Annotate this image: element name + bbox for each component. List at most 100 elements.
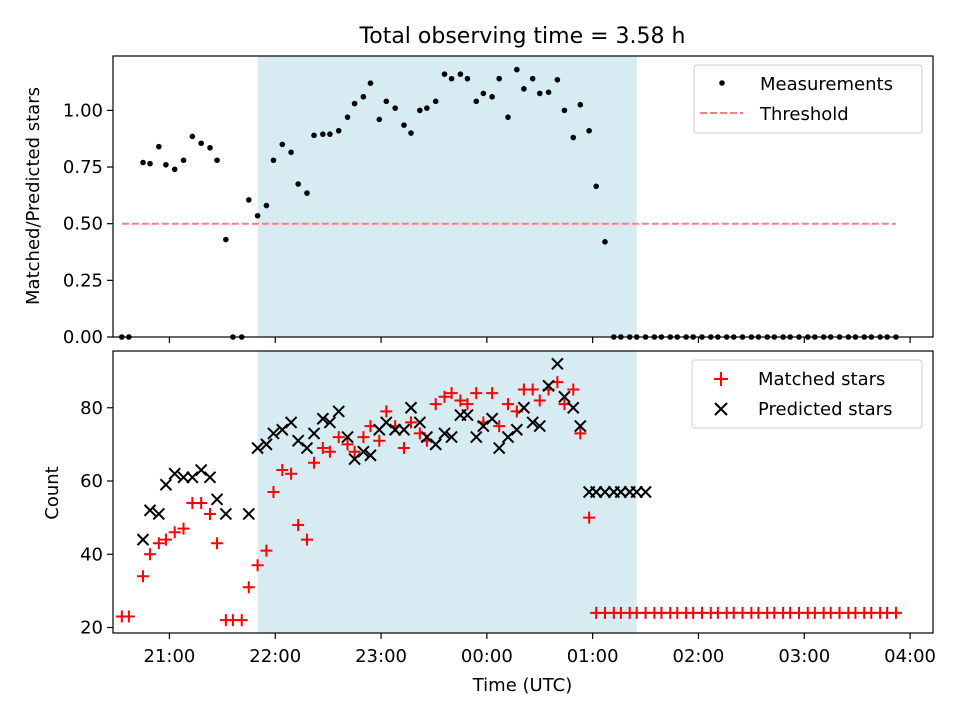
predicted-stars-point	[477, 419, 490, 433]
predicted-stars-point	[194, 463, 208, 477]
measurements-point	[376, 116, 383, 123]
legend-predicted-label: Predicted stars	[758, 399, 892, 420]
observing-window-shade	[257, 351, 637, 633]
matched-stars-point	[211, 537, 224, 550]
y-tick-label: 60	[80, 471, 103, 492]
legend-measurements-label: Measurements	[760, 74, 893, 95]
predicted-stars-point	[168, 467, 181, 480]
measurements-point	[448, 75, 455, 82]
predicted-stars-point	[542, 379, 555, 392]
measurements-point	[344, 114, 351, 120]
measurements-point	[171, 166, 178, 173]
matched-stars-point	[526, 383, 539, 396]
matched-stars-point	[276, 464, 289, 477]
x-tick-label: 02:00	[673, 646, 725, 667]
matched-stars-point	[493, 420, 506, 433]
measurements-point	[367, 80, 374, 86]
measurements-point	[360, 93, 367, 100]
bottom-y-axis-label: Count	[42, 466, 63, 519]
predicted-stars-point	[143, 504, 157, 517]
matched-stars-point	[567, 383, 580, 396]
matched-stars-point	[251, 559, 264, 572]
legend-matched-label: Matched stars	[758, 369, 885, 390]
measurements-point	[295, 181, 301, 187]
matched-stars-point	[195, 496, 208, 509]
measurements-point	[521, 86, 527, 92]
predicted-stars-point	[551, 357, 564, 371]
predicted-stars-point	[445, 430, 458, 444]
measurements-point	[263, 202, 270, 209]
predicted-stars-point	[485, 412, 499, 425]
x-tick-label: 00:00	[461, 646, 513, 667]
matched-stars-point	[397, 442, 410, 455]
measurements-point	[496, 75, 502, 82]
predicted-stars-point	[526, 416, 539, 429]
y-tick-label: 40	[80, 544, 103, 565]
predicted-stars-point	[316, 412, 330, 425]
measurements-point	[586, 127, 592, 134]
measurements-point	[554, 76, 561, 83]
predicted-stars-point	[574, 419, 587, 433]
predicted-stars-point	[177, 471, 190, 484]
predicted-stars-point	[291, 434, 305, 447]
predicted-stars-point	[307, 427, 321, 440]
predicted-stars-point	[470, 430, 483, 444]
y-tick-label: 0.75	[63, 157, 103, 178]
bottom-panel-counts: 21:00 22:00 23:00 00:00 01:00 02:00 03:00 04:00…	[80, 350, 936, 667]
measurements-point	[214, 157, 220, 164]
predicted-stars-point	[380, 416, 393, 429]
measurements-point	[561, 107, 568, 114]
measurements-point	[270, 157, 277, 164]
measurements-point	[441, 71, 448, 77]
predicted-stars-point	[242, 507, 255, 521]
predicted-stars-point	[492, 441, 506, 455]
matched-stars-point	[373, 434, 386, 447]
y-tick-label: 0.25	[63, 270, 103, 291]
predicted-stars-point	[186, 471, 199, 484]
measurements-point	[383, 98, 390, 105]
matched-stars-point	[285, 467, 298, 480]
predicted-stars-point	[284, 416, 298, 429]
matched-stars-point	[583, 511, 596, 524]
matched-stars-point	[574, 427, 587, 440]
measurements-point	[311, 132, 317, 139]
matched-stars-point	[235, 614, 248, 627]
predicted-stars-point	[639, 485, 652, 499]
matched-stars-point	[159, 533, 172, 546]
matched-stars-point	[348, 445, 361, 458]
x-tick-label: 21:00	[143, 646, 195, 667]
predicted-stars-point	[300, 441, 314, 455]
matched-stars-point	[260, 544, 273, 557]
measurements-point	[505, 114, 511, 120]
predicted-stars-point	[533, 419, 546, 433]
measurements-point	[198, 140, 204, 147]
predicted-stars-point	[219, 507, 233, 521]
matched-stars-point	[533, 394, 546, 407]
measurements-point	[279, 141, 286, 148]
matched-stars-point	[323, 445, 336, 458]
predicted-stars-point	[461, 408, 474, 422]
measurements-point	[417, 107, 423, 114]
legend-top: Measurements Threshold	[693, 64, 923, 134]
y-tick-label: 20	[80, 618, 103, 639]
matched-stars-point	[308, 456, 321, 469]
predicted-stars-point	[159, 478, 173, 491]
predicted-stars-point	[348, 452, 361, 466]
measurements-point	[189, 133, 196, 140]
measurements-point	[401, 122, 407, 128]
measurements-point	[207, 144, 213, 151]
measurements-point	[288, 149, 294, 156]
measurements-point	[602, 239, 608, 245]
predicted-stars-point	[558, 390, 571, 403]
matched-stars-point	[470, 387, 483, 400]
legend-measurements-marker	[719, 80, 725, 86]
measurements-point	[464, 75, 471, 82]
predicted-stars-point	[357, 445, 370, 458]
x-tick-label: 23:00	[355, 646, 407, 667]
matched-stars-point	[177, 522, 190, 535]
matched-stars-point	[300, 533, 313, 546]
measurements-point	[320, 131, 326, 137]
measurements-point	[304, 190, 310, 196]
matched-stars-point	[486, 387, 499, 400]
predicted-stars-point	[598, 485, 612, 499]
